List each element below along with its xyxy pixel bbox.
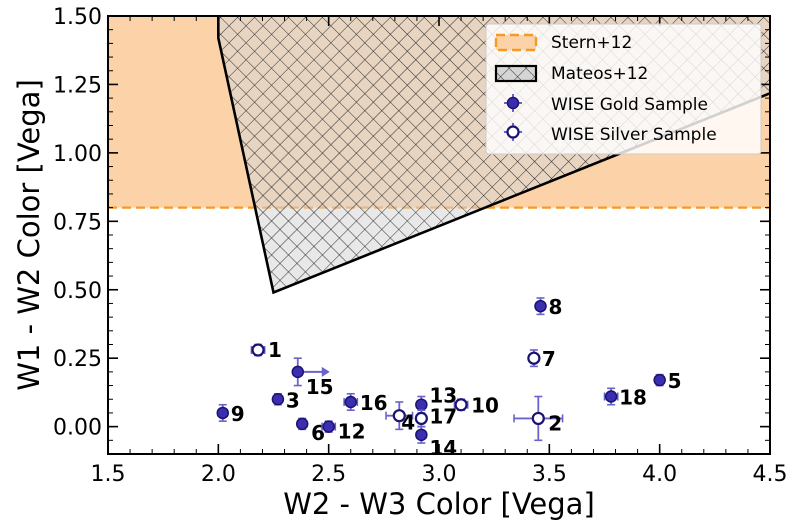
gold-point-18: 18: [603, 386, 647, 410]
plot-frame: [107, 15, 771, 455]
silver-point-10: 10: [453, 394, 499, 418]
gold-point-8: 8: [534, 295, 563, 319]
point-label: 5: [668, 369, 682, 393]
gold-point-5: 5: [653, 369, 682, 393]
gold-marker: [604, 390, 618, 403]
legend: Stern+12 Mateos+12 WISE Gold Sample WISE…: [485, 23, 762, 155]
point-label: 18: [619, 386, 647, 410]
silver-marker: [414, 411, 428, 426]
gold-marker: [534, 299, 547, 313]
x-tick-label: 2.5: [311, 462, 346, 487]
gold-point-3: 3: [271, 388, 300, 412]
silver-point-4: 4: [385, 401, 415, 435]
silver-marker: [531, 411, 545, 426]
legend-label-silver: WISE Silver Sample: [551, 125, 717, 145]
gold-marker: [415, 428, 428, 442]
legend-label-gold: WISE Gold Sample: [551, 95, 708, 115]
x-axis-label: W2 - W3 Color [Vega]: [283, 487, 595, 521]
point-label: 7: [542, 347, 556, 371]
silver-point-2: 2: [513, 395, 564, 442]
y-tick-label: 0.50: [53, 279, 102, 304]
y-tick-label: 1.25: [53, 73, 102, 98]
silver-marker: [392, 409, 406, 423]
gold-marker: [653, 373, 666, 387]
gold-marker: [271, 393, 285, 406]
legend-marker-silver: [506, 125, 520, 139]
axes: 1.5 2.0 2.5 3.0 3.5 4.0 4.5 0.00 0.25 0.50 0.75 1.0…: [53, 5, 787, 487]
gold-marker: [322, 420, 335, 433]
silver-point-7: 7: [527, 347, 556, 371]
y-tick-label: 1.50: [53, 5, 102, 30]
x-tick-label: 4.5: [753, 462, 788, 487]
gold-point-6: 6: [295, 417, 325, 445]
legend-label-mateos: Mateos+12: [551, 64, 648, 84]
point-label: 14: [429, 436, 457, 460]
point-label: 16: [360, 391, 388, 415]
point-label: 2: [548, 411, 562, 435]
point-label: 1: [268, 338, 282, 362]
x-tick-label: 2.0: [201, 462, 236, 487]
point-label: 10: [471, 394, 499, 418]
x-tick-label: 4.0: [642, 462, 677, 487]
gold-point-13: 13: [415, 384, 457, 414]
y-axis-label: W1 - W2 Color [Vega]: [12, 79, 46, 391]
y-tick-label: 1.00: [53, 142, 102, 167]
y-tick-label: 0.25: [53, 347, 102, 372]
point-label: 13: [429, 384, 457, 408]
point-label: 15: [306, 375, 334, 399]
gold-marker: [295, 417, 309, 431]
y-tick-label: 0.75: [53, 210, 102, 235]
gold-point-15: 15: [291, 357, 334, 399]
point-label: 9: [231, 402, 245, 426]
point-label: 12: [338, 420, 366, 444]
legend-label-stern: Stern+12: [551, 33, 632, 53]
silver-marker: [251, 343, 265, 357]
gold-point-16: 16: [343, 391, 388, 415]
x-tick-label: 3.5: [532, 462, 567, 487]
silver-marker: [527, 351, 541, 365]
point-label: 8: [549, 295, 563, 319]
gold-point-9: 9: [216, 402, 245, 426]
x-tick-label: 3.0: [422, 462, 457, 487]
x-tick-label: 1.5: [91, 462, 126, 487]
gold-marker: [216, 406, 229, 420]
point-label: 17: [429, 404, 457, 428]
legend-marker-gold: [506, 96, 520, 110]
point-label: 3: [286, 388, 300, 412]
silver-point-17: 17: [414, 404, 457, 428]
gold-marker: [344, 395, 357, 409]
gold-marker: [415, 398, 428, 411]
gold-point-14: 14: [415, 425, 457, 460]
gold-point-12: 12: [321, 420, 366, 444]
silver-marker: [454, 398, 468, 412]
y-tick-label: 0.00: [53, 416, 102, 441]
legend-swatch-stern: [494, 33, 538, 52]
limit-arrow-head: [321, 366, 330, 377]
mateos-region-border: [217, 16, 770, 295]
legend-swatch-mateos-hatch: [496, 66, 536, 81]
point-label: 4: [401, 411, 415, 435]
silver-point-1: 1: [250, 338, 282, 362]
gold-marker: [291, 365, 305, 379]
